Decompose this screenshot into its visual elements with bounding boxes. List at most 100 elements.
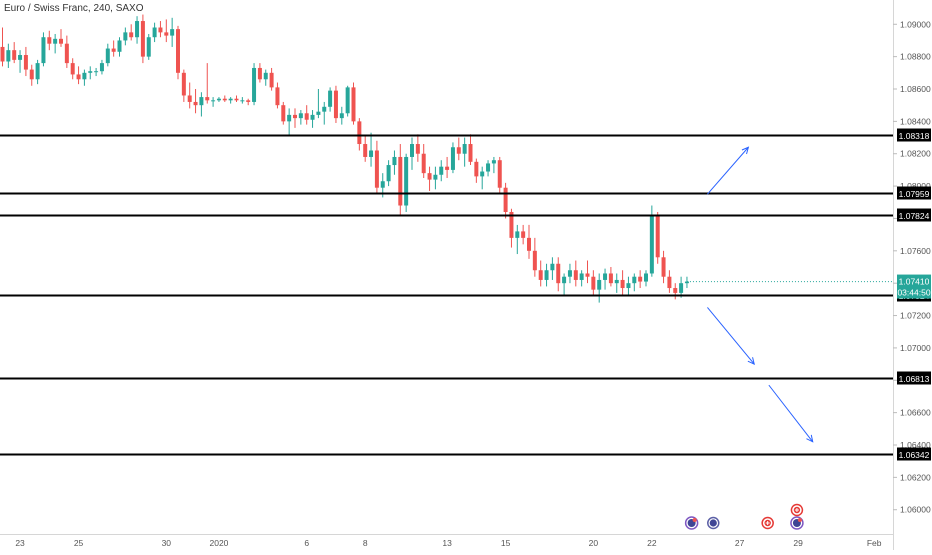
candle-body — [380, 181, 385, 188]
level-price-label: 1.06342 — [899, 450, 930, 460]
price-tick-label: 1.07200 — [900, 311, 931, 321]
candle-body — [322, 106, 327, 112]
candle — [76, 66, 81, 85]
candle — [544, 263, 549, 287]
price-tick-label: 1.08400 — [900, 116, 931, 126]
candle — [532, 237, 537, 277]
candle-body — [205, 97, 210, 101]
earnings-marker-dot — [709, 519, 717, 527]
candle-body — [357, 121, 362, 145]
candle-body — [339, 113, 344, 119]
candle-body — [164, 32, 169, 36]
candle — [667, 270, 672, 293]
trend-arrow-head — [806, 434, 814, 443]
candle-body — [287, 114, 292, 122]
candle — [70, 58, 75, 80]
last-price-label: 1.07410 — [899, 277, 930, 287]
candle — [556, 257, 561, 292]
candle — [35, 59, 40, 85]
candle — [64, 35, 69, 68]
time-axis[interactable]: 23 25 30 2020 6 8 13 15 20 22 27 29 Feb — [15, 538, 881, 548]
candle-body — [638, 276, 643, 282]
candle-body — [474, 161, 479, 177]
candle-body — [263, 72, 268, 80]
candle — [146, 33, 151, 60]
trend-arrow — [707, 307, 755, 365]
time-tick-label: 27 — [735, 538, 745, 548]
candle-body — [597, 279, 602, 290]
candle — [287, 108, 292, 136]
candle-body — [23, 55, 28, 70]
candle-body — [462, 144, 467, 154]
candle — [170, 17, 175, 47]
candle-body — [199, 97, 204, 106]
candle — [480, 166, 485, 190]
candle-body — [556, 263, 561, 284]
candle-body — [240, 100, 245, 102]
candle — [597, 273, 602, 303]
candle-body — [140, 21, 145, 57]
level-price-badge — [897, 371, 931, 385]
candle — [456, 137, 461, 161]
candle — [94, 67, 99, 77]
candle-body — [35, 63, 40, 80]
candle — [41, 32, 46, 67]
candle — [398, 144, 403, 216]
candle — [567, 263, 572, 284]
trend-arrow — [707, 146, 750, 195]
candle — [415, 134, 420, 162]
candle — [129, 24, 134, 41]
candle — [474, 158, 479, 183]
candle-body — [374, 150, 379, 188]
candle — [187, 82, 192, 109]
candle-body — [626, 283, 631, 289]
candle-body — [445, 166, 450, 170]
candle-body — [12, 50, 17, 60]
candle — [608, 267, 613, 287]
candle-body — [117, 40, 122, 52]
candle — [152, 22, 157, 43]
candle — [322, 101, 327, 125]
candle-body — [655, 215, 660, 258]
earnings-marker-icon — [707, 516, 720, 530]
level-price-labels: 1.083181.079591.078241.073241.068131.063… — [897, 128, 931, 461]
candle-body — [585, 273, 590, 277]
candle-body — [18, 55, 23, 60]
candle — [205, 63, 210, 104]
candle-body — [246, 100, 251, 102]
candle-body — [567, 270, 572, 277]
candle — [158, 21, 163, 38]
candle-body — [59, 38, 63, 44]
candle-body — [193, 101, 198, 106]
candle-body — [53, 38, 58, 44]
candle-body — [328, 90, 333, 107]
trend-arrow-shaft — [768, 384, 814, 443]
candle — [562, 273, 567, 295]
candle-body — [603, 273, 608, 280]
candle — [53, 33, 58, 54]
candle-body — [105, 48, 110, 64]
candle-body — [269, 72, 274, 88]
candle-body — [614, 279, 619, 284]
candle — [468, 134, 473, 166]
candle-body — [679, 283, 684, 293]
time-tick-label: 22 — [647, 538, 657, 548]
price-tick-label: 1.07000 — [900, 343, 931, 353]
candle-body — [527, 237, 531, 251]
candle — [246, 98, 251, 106]
candle-body — [521, 231, 526, 238]
candle-body — [480, 171, 485, 177]
candle — [579, 270, 584, 287]
candle — [193, 89, 198, 114]
candle — [439, 160, 444, 182]
candle — [679, 276, 684, 298]
candle — [0, 27, 5, 67]
candle-body — [88, 71, 93, 73]
candle — [386, 160, 391, 187]
candle-body — [252, 67, 257, 102]
candle-body — [293, 114, 297, 119]
candle — [433, 166, 438, 190]
candle — [99, 59, 104, 75]
